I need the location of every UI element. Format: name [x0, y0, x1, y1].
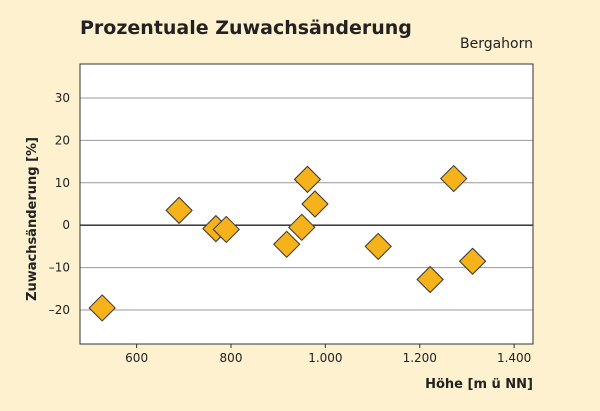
y-tick-label: 10 [55, 176, 70, 190]
x-tick-label: 800 [220, 351, 243, 365]
y-tick-label: 0 [62, 218, 70, 232]
y-tick-label: –10 [49, 261, 70, 275]
y-tick-label: 30 [55, 91, 70, 105]
data-point [293, 165, 322, 194]
data-point [364, 232, 392, 261]
data-point [440, 164, 468, 193]
x-tick-label: 1.200 [403, 351, 437, 365]
x-axis-label: Höhe [m ü NN] [425, 377, 533, 392]
data-point [416, 265, 444, 294]
chart-title: Prozentuale Zuwachsänderung [80, 17, 412, 39]
data-point [272, 230, 301, 259]
y-tick-label: 20 [55, 133, 70, 147]
y-axis-label: Zuwachsänderung [%] [25, 137, 40, 301]
x-tick-label: 1.000 [308, 351, 342, 365]
plot-frame [79, 63, 534, 345]
x-tick-label: 600 [125, 351, 148, 365]
y-tick-labels: –20 –10 0 10 20 30 [49, 91, 70, 317]
data-point [288, 213, 316, 242]
data-point [212, 215, 240, 244]
data-point [165, 196, 193, 225]
data-point [301, 190, 329, 218]
data-points [88, 164, 487, 322]
y-tick-label: –20 [49, 303, 70, 317]
x-tick-labels: 600 800 1.000 1.200 1.400 [125, 344, 531, 365]
data-point [88, 294, 116, 322]
x-tick-label: 1.400 [497, 351, 531, 365]
chart-subtitle: Bergahorn [460, 36, 533, 52]
data-point [458, 247, 487, 275]
